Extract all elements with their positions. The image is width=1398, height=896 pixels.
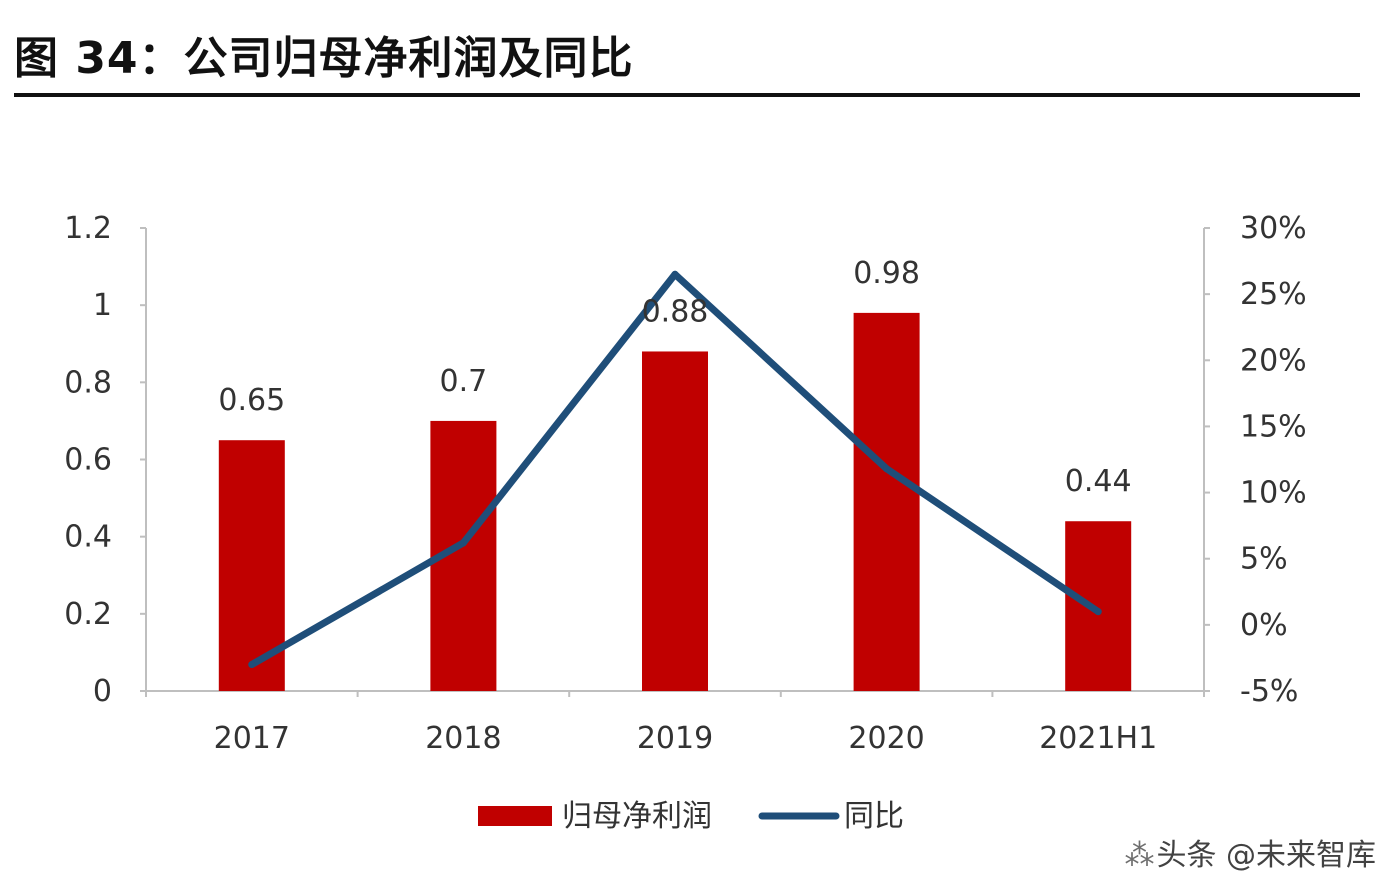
y-right-tick-label: 5% bbox=[1240, 542, 1288, 577]
watermark-logo-icon: ⁂ bbox=[1124, 838, 1155, 873]
y-left-tick-label: 0.6 bbox=[64, 443, 112, 478]
bar-data-label: 0.65 bbox=[218, 383, 285, 418]
line-point-2021H1 bbox=[1094, 608, 1102, 616]
chart-title: 图 34：公司归母净利润及同比 bbox=[14, 33, 634, 84]
title-underline bbox=[14, 93, 1360, 97]
watermark-text: 头条 @未来智库 bbox=[1156, 838, 1376, 873]
bar-2019 bbox=[642, 351, 708, 691]
bar-2020 bbox=[853, 312, 920, 691]
y-left-tick-label: 0 bbox=[93, 674, 112, 709]
y-right-tick-label: 0% bbox=[1240, 608, 1288, 643]
y-right-tick-label: 20% bbox=[1240, 343, 1307, 378]
x-tick-label: 2020 bbox=[848, 721, 924, 756]
legend-bar-label: 归母净利润 bbox=[562, 799, 712, 834]
bar-data-label: 0.7 bbox=[440, 364, 488, 399]
y-right-tick-label: -5% bbox=[1240, 674, 1298, 709]
x-tick-label: 2018 bbox=[425, 721, 501, 756]
y-right-tick-label: 25% bbox=[1240, 277, 1307, 312]
line-point-2017 bbox=[248, 661, 256, 669]
x-tick-label: 2019 bbox=[637, 721, 713, 756]
y-right-tick-label: 15% bbox=[1240, 409, 1307, 444]
line-point-2018 bbox=[459, 539, 467, 547]
legend-bar-swatch bbox=[478, 806, 552, 826]
y-left-tick-label: 1.2 bbox=[64, 211, 112, 246]
y-right-tick-label: 30% bbox=[1240, 211, 1307, 246]
bar-data-label: 0.44 bbox=[1065, 464, 1132, 499]
y-left-tick-label: 0.2 bbox=[64, 597, 112, 632]
x-tick-label: 2021H1 bbox=[1039, 721, 1157, 756]
line-point-2019 bbox=[671, 270, 679, 278]
watermark: ⁂头条 @未来智库 bbox=[1124, 830, 1376, 874]
y-left-tick-label: 0.8 bbox=[64, 365, 112, 400]
legend-line-label: 同比 bbox=[844, 799, 904, 834]
y-left-tick-label: 0.4 bbox=[64, 520, 112, 555]
bar-data-label: 0.88 bbox=[642, 294, 709, 329]
line-point-2020 bbox=[883, 465, 891, 473]
x-tick-label: 2017 bbox=[214, 721, 290, 756]
bar-2021H1 bbox=[1065, 521, 1132, 691]
y-left-tick-label: 1 bbox=[93, 288, 112, 323]
y-right-tick-label: 10% bbox=[1240, 476, 1307, 511]
bar-data-label: 0.98 bbox=[853, 256, 920, 291]
